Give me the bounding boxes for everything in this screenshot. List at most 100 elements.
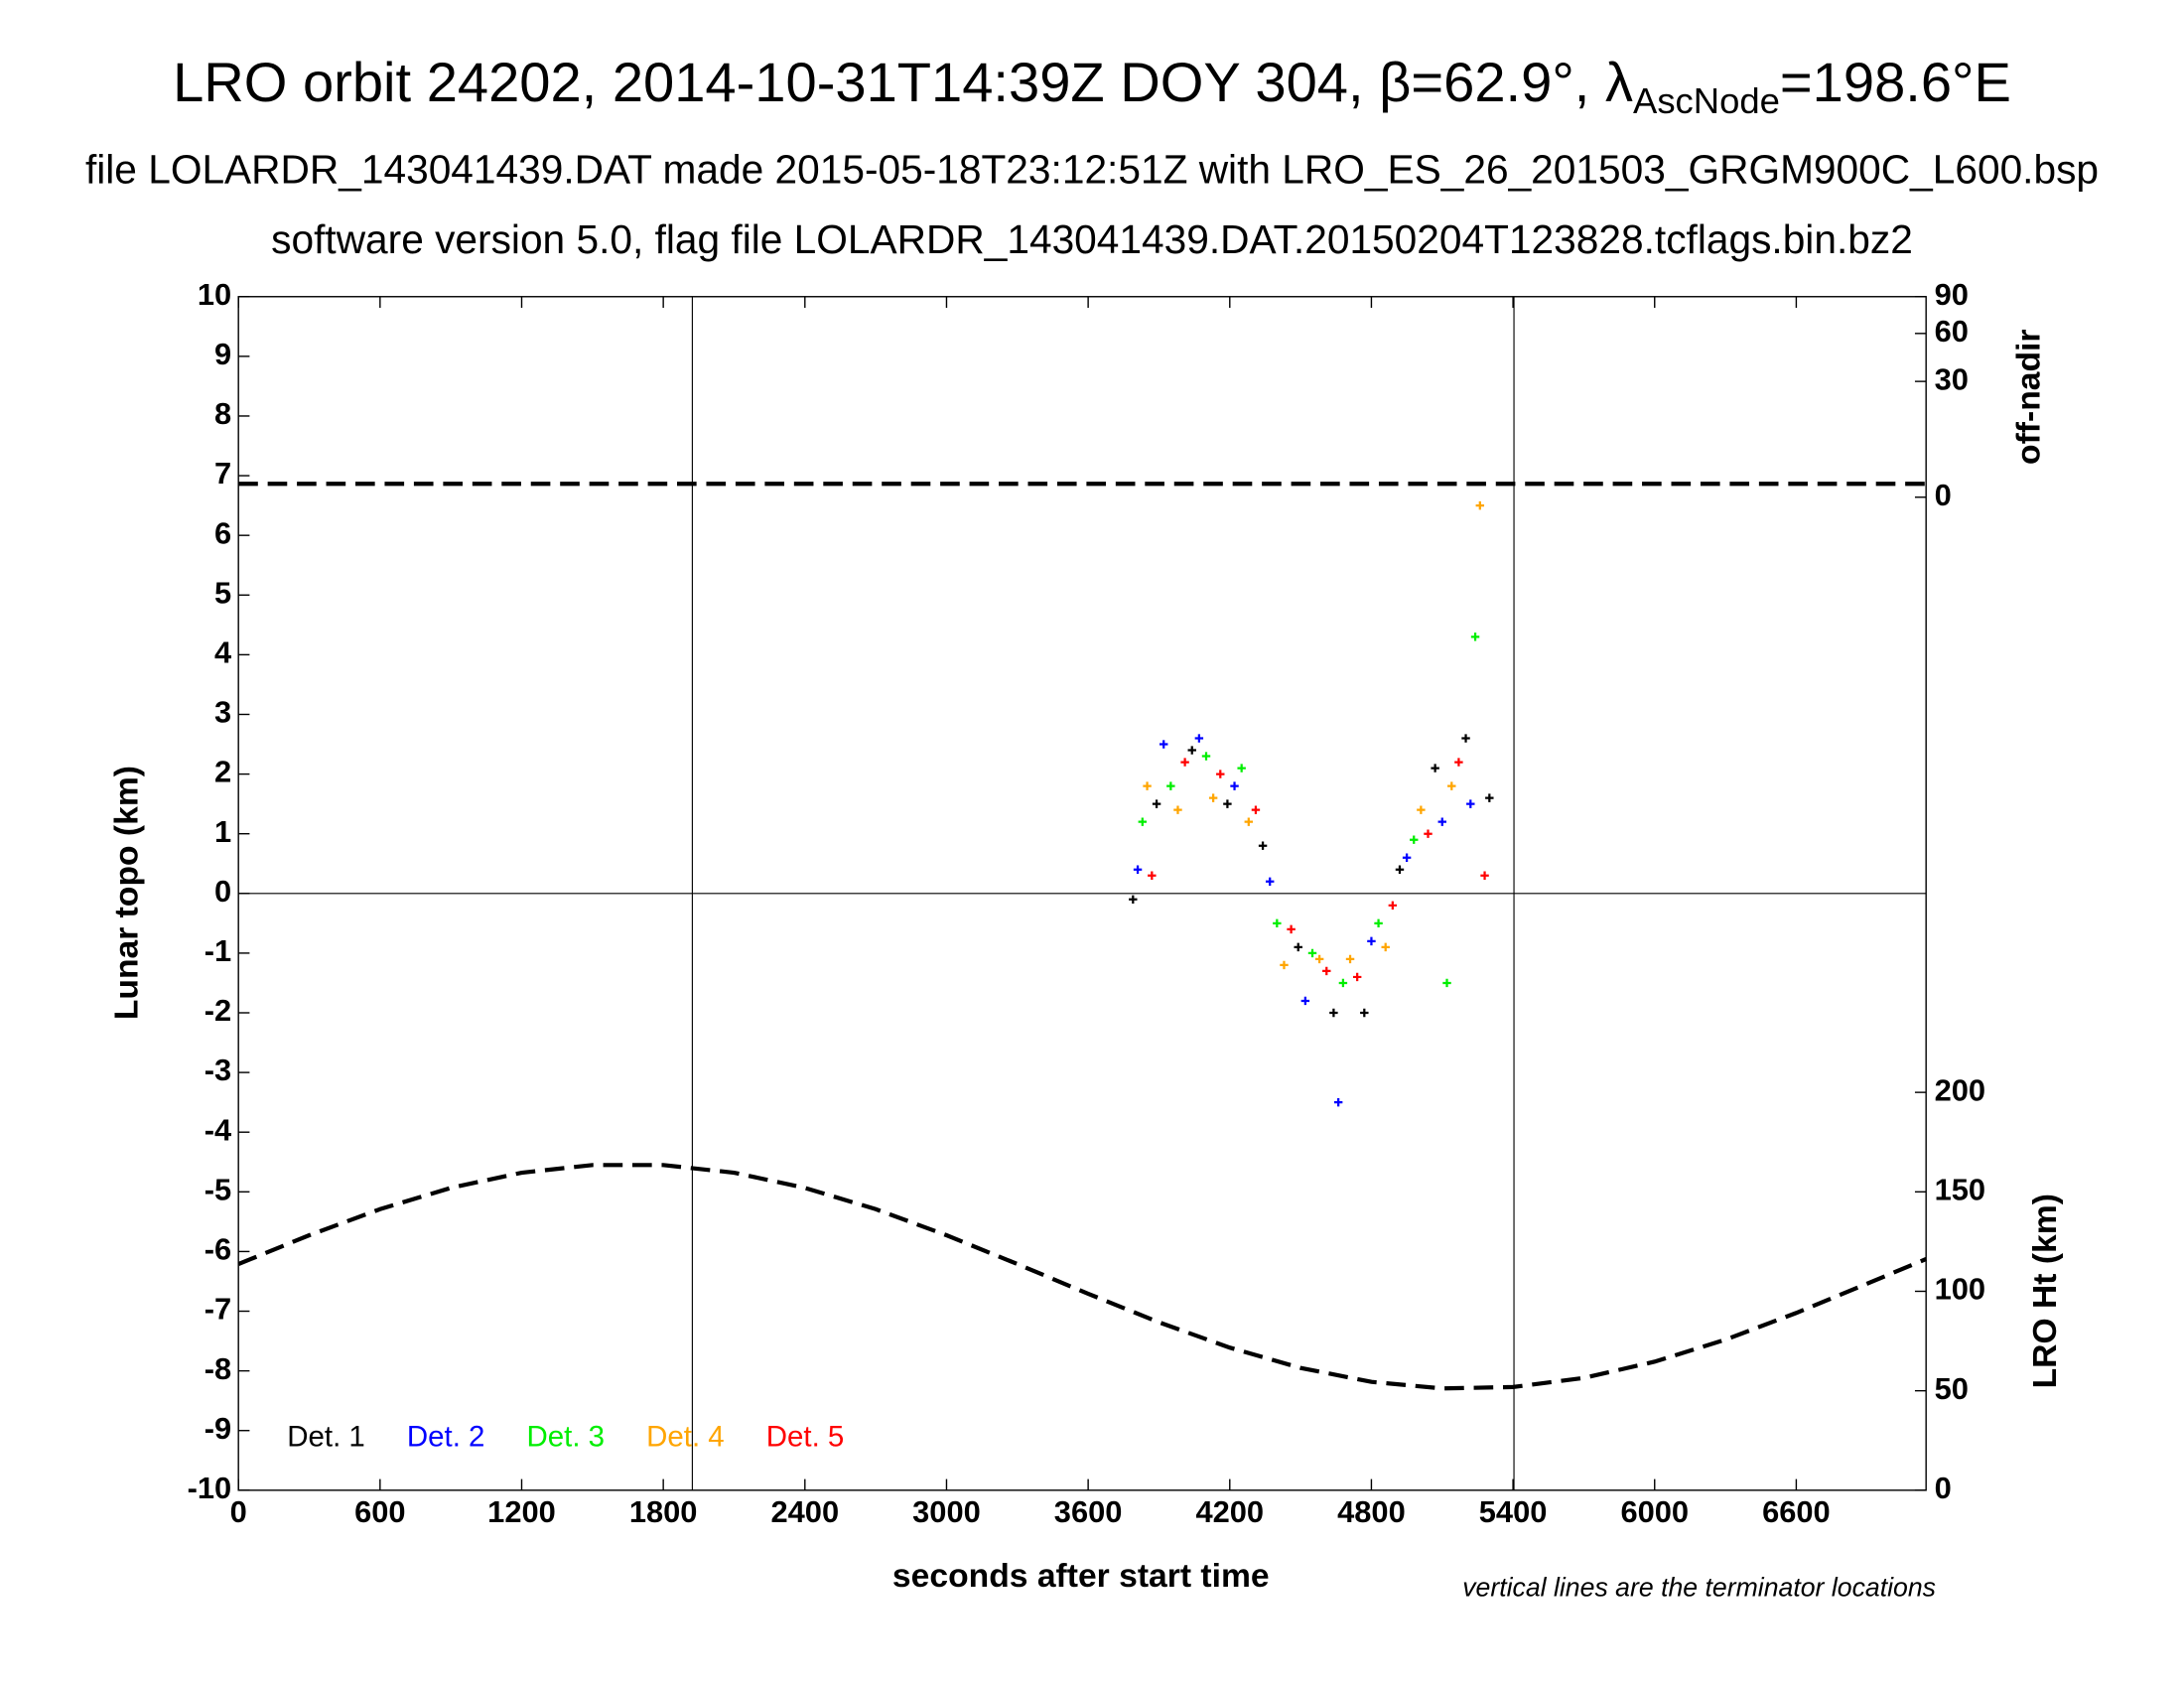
data-point xyxy=(1454,758,1463,767)
x-tick-label: 6000 xyxy=(1620,1494,1689,1529)
y-tick-label: 4 xyxy=(214,635,231,670)
data-point xyxy=(1314,954,1324,964)
y-tick-label: 9 xyxy=(214,337,231,371)
legend-entry: Det. 1 xyxy=(287,1421,365,1454)
legend-entry: Det. 4 xyxy=(646,1421,725,1454)
y2-tick-label: 100 xyxy=(1935,1272,1985,1307)
data-point xyxy=(1424,829,1433,838)
title-end: =198.6°E xyxy=(1780,51,2011,113)
y-tick-label: -8 xyxy=(205,1351,231,1386)
data-point xyxy=(1333,1097,1343,1107)
data-point xyxy=(1417,805,1426,814)
data-point xyxy=(1160,740,1168,749)
y2-tick-label: 150 xyxy=(1935,1172,1985,1206)
data-point xyxy=(1322,966,1331,976)
x-tick-label: 6600 xyxy=(1762,1494,1831,1529)
legend-entry: Det. 3 xyxy=(527,1421,606,1454)
chart-title: LRO orbit 24202, 2014-10-31T14:39Z DOY 3… xyxy=(173,51,2011,121)
data-point xyxy=(1180,758,1189,767)
data-point xyxy=(1442,978,1451,988)
data-point xyxy=(1300,996,1310,1006)
data-point xyxy=(1138,817,1148,826)
x-tick-label: 5400 xyxy=(1479,1494,1548,1529)
data-point xyxy=(1173,805,1182,814)
y-tick-label: 5 xyxy=(214,575,231,610)
height-line xyxy=(237,1163,1927,1391)
x-tick-label: 1800 xyxy=(629,1494,698,1529)
data-point xyxy=(1381,942,1390,952)
y2-axis-label: LRO Ht (km) xyxy=(2027,1194,2064,1388)
data-point xyxy=(1148,871,1157,880)
data-point xyxy=(1338,978,1348,988)
data-point xyxy=(1461,734,1470,743)
x-tick-label: 4200 xyxy=(1195,1494,1264,1529)
data-point xyxy=(1345,954,1355,964)
x-tick-label: 600 xyxy=(354,1494,405,1529)
x-tick-label: 2400 xyxy=(770,1494,839,1529)
data-point xyxy=(1258,841,1268,850)
data-point xyxy=(1410,835,1419,844)
note: vertical lines are the terminator locati… xyxy=(1462,1572,1936,1602)
data-point xyxy=(1485,793,1494,802)
subtitle: file LOLARDR_143041439.DAT made 2015-05-… xyxy=(85,147,2099,193)
data-point xyxy=(1230,781,1239,790)
data-point xyxy=(1431,764,1439,773)
y-tick-label: 1 xyxy=(214,814,231,849)
legend-entry: Det. 5 xyxy=(766,1421,845,1454)
y-tick-label: 0 xyxy=(214,874,231,909)
y-tick-label: -3 xyxy=(205,1053,231,1087)
data-point xyxy=(1152,799,1161,808)
y2-tick-label: 0 xyxy=(1935,1471,1952,1505)
data-point xyxy=(1251,805,1261,814)
legend-entry: Det. 2 xyxy=(407,1421,485,1454)
data-point xyxy=(1223,799,1232,808)
data-point xyxy=(1244,817,1254,826)
data-point xyxy=(1360,1008,1369,1018)
data-point xyxy=(1273,918,1282,928)
data-point xyxy=(1265,877,1275,886)
x-tick-label: 4800 xyxy=(1337,1494,1406,1529)
data-point xyxy=(1475,500,1485,510)
x-tick-label: 3600 xyxy=(1054,1494,1123,1529)
data-point xyxy=(1194,734,1204,743)
data-point xyxy=(1133,865,1143,874)
data-point xyxy=(1237,764,1246,773)
y3-tick-label: 30 xyxy=(1935,361,1969,396)
data-point xyxy=(1480,871,1489,880)
data-point xyxy=(1470,633,1480,641)
data-point xyxy=(1466,799,1475,808)
y-tick-label: -9 xyxy=(205,1411,231,1446)
y-tick-label: -2 xyxy=(205,993,231,1028)
y-tick-label: -10 xyxy=(188,1471,232,1505)
y3-tick-label: 0 xyxy=(1935,478,1952,512)
y-tick-label: -7 xyxy=(205,1292,231,1327)
y2-tick-label: 50 xyxy=(1935,1371,1969,1406)
data-point xyxy=(1287,924,1296,934)
data-point xyxy=(1402,853,1412,862)
y-tick-label: 2 xyxy=(214,755,231,789)
y-tick-label: -5 xyxy=(205,1172,231,1206)
data-point xyxy=(1294,942,1302,952)
data-point xyxy=(1166,781,1175,790)
x-tick-label: 0 xyxy=(230,1494,247,1529)
data-point xyxy=(1187,746,1196,755)
y-axis-label: Lunar topo (km) xyxy=(108,766,145,1020)
data-point xyxy=(1395,865,1405,874)
title-sub: AscNode xyxy=(1633,79,1780,120)
data-point xyxy=(1201,752,1211,761)
y-tick-label: 7 xyxy=(214,456,231,491)
x-tick-label: 1200 xyxy=(487,1494,556,1529)
title-main: LRO orbit 24202, 2014-10-31T14:39Z DOY 3… xyxy=(173,51,1633,113)
data-point xyxy=(1367,936,1376,946)
data-point xyxy=(1388,901,1398,911)
y-tick-label: 3 xyxy=(214,695,231,730)
y-tick-label: 8 xyxy=(214,396,231,431)
y-tick-label: -4 xyxy=(205,1112,231,1147)
data-point xyxy=(1129,895,1138,905)
data-point xyxy=(1329,1008,1338,1018)
data-point xyxy=(1307,948,1317,958)
y3-tick-label: 60 xyxy=(1935,314,1969,349)
y2-tick-label: 200 xyxy=(1935,1072,1985,1107)
subtitle2: software version 5.0, flag file LOLARDR_… xyxy=(271,216,1913,262)
